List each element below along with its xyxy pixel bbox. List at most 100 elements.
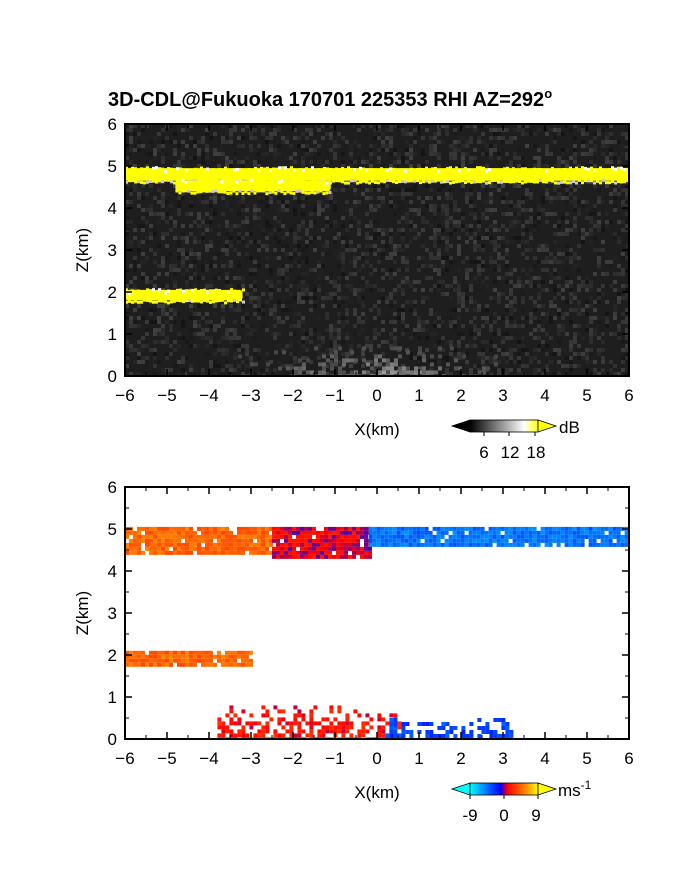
velocity-cell	[201, 534, 205, 539]
noise-cell	[561, 216, 565, 220]
velocity-cell	[177, 526, 181, 531]
velocity-cell	[133, 546, 137, 551]
noise-cell	[161, 332, 165, 336]
noise-cell	[485, 140, 489, 144]
noise-cell	[217, 272, 221, 276]
noise-cell	[245, 324, 249, 328]
noise-cell	[397, 156, 401, 160]
velocity-cell	[488, 530, 493, 535]
noise-cell	[625, 324, 629, 328]
noise-cell	[489, 364, 493, 368]
noise-cell	[149, 312, 153, 316]
noise-cell	[209, 328, 213, 332]
cloud-edge-cell	[181, 189, 185, 193]
noise-cell	[281, 356, 285, 360]
noise-cell	[341, 324, 345, 328]
noise-cell	[169, 140, 173, 144]
noise-cell	[569, 192, 573, 196]
velocity-cell	[568, 538, 573, 543]
velocity-cell	[336, 538, 340, 543]
cloud-edge-cell	[295, 189, 299, 193]
noise-cell	[525, 240, 529, 244]
noise-cell	[421, 200, 425, 204]
noise-cell	[425, 260, 429, 264]
noise-cell	[589, 228, 593, 232]
velocity-cell	[272, 530, 276, 535]
noise-cell	[605, 160, 609, 164]
noise-cell	[549, 136, 553, 140]
velocity-cell	[464, 538, 469, 543]
velocity-cell	[320, 542, 324, 547]
noise-cell	[525, 220, 529, 224]
noise-cell	[581, 144, 585, 148]
noise-cell	[341, 252, 345, 256]
noise-cell	[589, 360, 593, 364]
noise-cell	[429, 136, 433, 140]
noise-cell	[289, 252, 293, 256]
noise-cell	[561, 132, 565, 136]
noise-cell	[373, 284, 377, 288]
velocity-cell	[241, 550, 245, 555]
cloud-edge-cell	[461, 179, 464, 183]
noise-cell	[421, 324, 425, 328]
noise-cell	[193, 252, 197, 256]
noise-cell	[381, 324, 385, 328]
noise-cell	[513, 216, 517, 220]
noise-cell	[469, 328, 473, 332]
noise-cell	[509, 272, 513, 276]
velocity-cell	[292, 530, 296, 535]
velocity-cell	[304, 542, 308, 547]
velocity-cell	[245, 530, 249, 535]
noise-cell	[405, 216, 409, 220]
noise-cell	[349, 260, 353, 264]
cloud-edge-cell	[302, 169, 305, 173]
noise-cell	[173, 340, 177, 344]
velocity-cell	[169, 550, 173, 555]
noise-cell	[177, 248, 181, 252]
noise-cell	[161, 160, 165, 164]
noise-cell	[281, 320, 285, 324]
velocity-cell	[480, 526, 485, 531]
noise-cell	[185, 280, 189, 284]
cloud-edge-cell	[455, 166, 458, 170]
noise-cell	[145, 320, 149, 324]
noise-cell	[541, 328, 545, 332]
velocity-cell	[524, 530, 529, 535]
noise-cell	[381, 196, 385, 200]
noise-cell	[189, 204, 193, 208]
velocity-cell	[396, 534, 401, 539]
noise-cell	[565, 252, 569, 256]
noise-cell	[437, 316, 441, 320]
noise-cell	[253, 304, 257, 308]
cloud-edge-cell	[392, 167, 395, 171]
noise-cell	[573, 228, 577, 232]
noise-cell	[541, 216, 545, 220]
aerosol-cell	[382, 366, 386, 371]
aerosol-cell	[402, 370, 406, 375]
noise-cell	[201, 220, 205, 224]
velocity-cell	[360, 546, 364, 551]
noise-cell	[225, 212, 229, 216]
noise-cell	[301, 144, 305, 148]
noise-cell	[617, 332, 621, 336]
noise-cell	[329, 360, 333, 364]
cloud-edge-cell	[310, 190, 314, 194]
noise-cell	[177, 244, 181, 248]
velocity-cell	[576, 534, 581, 539]
noise-cell	[321, 128, 325, 132]
noise-cell	[573, 136, 577, 140]
cloud-edge-cell	[236, 300, 239, 304]
noise-cell	[465, 360, 469, 364]
noise-cell	[269, 272, 273, 276]
cloud-edge-cell	[542, 169, 545, 173]
noise-cell	[529, 144, 533, 148]
aerosol-cell	[398, 346, 402, 351]
velocity-cell	[400, 538, 405, 543]
noise-cell	[317, 348, 321, 352]
noise-cell	[193, 204, 197, 208]
velocity-cell	[312, 530, 316, 535]
velocity-cell	[161, 530, 165, 535]
noise-cell	[489, 372, 493, 376]
noise-cell	[581, 132, 585, 136]
noise-cell	[473, 336, 477, 340]
